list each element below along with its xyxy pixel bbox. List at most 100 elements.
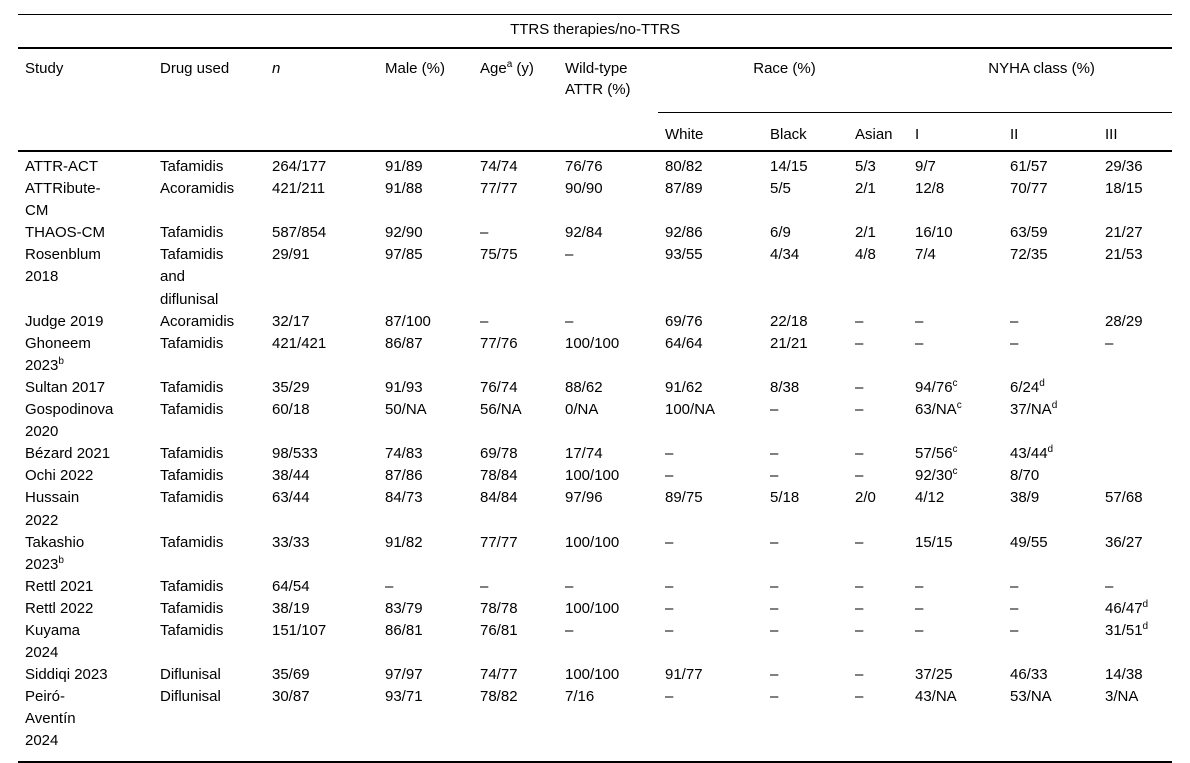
table-cell: THAOS-CM	[25, 224, 105, 242]
table-cell: –	[665, 577, 674, 595]
col-header-nyha-iii: III	[1098, 112, 1173, 152]
table-cell: 28/29	[1105, 312, 1143, 330]
table-cell: –	[915, 334, 924, 352]
table-cell: 83/79	[385, 599, 423, 617]
table-cell: –	[855, 378, 864, 396]
table-cell: –	[665, 533, 674, 551]
table-cell: –	[770, 599, 779, 617]
table-cell: 38/9	[1010, 489, 1040, 507]
table-cell: –	[915, 599, 924, 617]
table-cell: 94/76c	[915, 377, 958, 396]
table-row: Takashio 2023b Tafamidis 33/33 91/82 77/77 10…	[18, 532, 1172, 576]
col-header-wild-type-attr: Wild-type ATTR (%)	[558, 48, 658, 152]
table-cell: 16/10	[915, 224, 953, 242]
table-cell: –	[665, 621, 674, 639]
table-cell: 36/27	[1105, 533, 1143, 551]
table-cell: 70/77	[1010, 180, 1048, 198]
table-cell: 22/18	[770, 312, 808, 330]
table-cell: 92/30c	[915, 466, 958, 485]
table-cell: –	[480, 224, 489, 242]
table-cell: Tafamidis	[160, 445, 224, 463]
table-cell: 92/90	[385, 224, 423, 242]
col-header-age: Agea (y)	[473, 48, 558, 152]
table-cell: Diflunisal	[160, 688, 221, 706]
table-cell: 38/19	[272, 599, 310, 617]
col-header-white: White	[658, 112, 763, 152]
table-cell: 87/89	[665, 180, 703, 198]
table-cell: Ghoneem 2023b	[25, 334, 91, 374]
col-header-black: Black	[763, 112, 848, 152]
table-cell: –	[1105, 334, 1114, 352]
table-cell: –	[770, 688, 779, 706]
table-cell: 91/88	[385, 180, 423, 198]
table-row: Ochi 2022 Tafamidis 38/44 87/86 78/84 100/100…	[18, 465, 1172, 487]
table-cell: 78/84	[480, 467, 518, 485]
table-cell: –	[770, 666, 779, 684]
sub-header-row: White Black Asian I II III	[18, 112, 1173, 152]
spanner-title-row: TTRS therapies/no-TTRS	[18, 14, 1173, 49]
table-cell: 77/76	[480, 334, 518, 352]
table-cell: –	[855, 312, 864, 330]
table-cell: 84/73	[385, 489, 423, 507]
table-cell: 38/44	[272, 467, 310, 485]
table-cell: –	[855, 577, 864, 595]
table-cell: 63/59	[1010, 224, 1048, 242]
table-cell: Rettl 2022	[25, 599, 94, 617]
table-cell: 78/78	[480, 599, 518, 617]
table-cell: 64/54	[272, 577, 310, 595]
table-cell: 33/33	[272, 533, 310, 551]
table-cell: 64/64	[665, 334, 703, 352]
table-cell: 4/8	[855, 246, 876, 264]
table-cell: 87/86	[385, 467, 423, 485]
table-cell: –	[1010, 577, 1019, 595]
table-cell: 100/100	[565, 599, 620, 617]
column-header-row: Study Drug used n Male (%) Agea (y) Wild…	[18, 48, 1173, 152]
table-cell: 76/81	[480, 621, 518, 639]
table-cell: 60/18	[272, 401, 310, 419]
table-row: Kuyama 2024 Tafamidis 151/107 86/81 76/81 – – –…	[18, 620, 1172, 664]
table-cell: Tafamidis and diflunisal	[160, 246, 224, 308]
table-cell: 15/15	[915, 533, 953, 551]
table-cell: 72/35	[1010, 246, 1048, 264]
table-row: ATTR-ACT Tafamidis 264/177 91/89 74/74 76/76 8…	[18, 151, 1172, 178]
table-row: Rettl 2021 Tafamidis 64/54 – – – – – – – – –	[18, 576, 1172, 598]
table-cell	[1098, 465, 1172, 487]
table-cell: Tafamidis	[160, 158, 224, 175]
table-cell: 37/NAd	[1010, 400, 1058, 419]
col-group-nyha-class: NYHA class (%)	[908, 48, 1173, 113]
table-cell: 0/NA	[565, 401, 599, 419]
table-cell: –	[1010, 312, 1019, 330]
table-cell: Tafamidis	[160, 401, 224, 419]
table-row: Gospodinova 2020 Tafamidis 60/18 50/NA 56/NA…	[18, 399, 1172, 443]
table-cell: –	[915, 577, 924, 595]
table-cell: Diflunisal	[160, 666, 221, 684]
table-cell: 76/74	[480, 378, 518, 396]
table-cell: –	[855, 533, 864, 551]
table-cell: Tafamidis	[160, 599, 224, 617]
table-cell: –	[665, 599, 674, 617]
table-row: THAOS-CM Tafamidis 587/854 92/90 – 92/84 92/86…	[18, 222, 1172, 244]
table-cell: Siddiqi 2023	[25, 666, 108, 684]
table-cell: 56/NA	[480, 401, 522, 419]
table-cell: 100/100	[565, 467, 620, 485]
table-cell: 97/96	[565, 489, 603, 507]
table-cell: 57/68	[1105, 489, 1143, 507]
table-cell: 69/76	[665, 312, 703, 330]
table-cell: 63/44	[272, 489, 310, 507]
table-cell: –	[565, 312, 574, 330]
table-cell: 53/NA	[1010, 688, 1052, 706]
table-cell: 46/33	[1010, 666, 1048, 684]
table-cell: 421/211	[272, 180, 326, 198]
table-cell: 49/55	[1010, 533, 1048, 551]
table-cell: 91/77	[665, 666, 703, 684]
table-cell: 77/77	[480, 180, 518, 198]
table-cell: 50/NA	[385, 401, 427, 419]
table-cell: 92/84	[565, 224, 603, 242]
table-cell: 21/21	[770, 334, 808, 352]
table-cell: –	[855, 621, 864, 639]
table-cell: 74/83	[385, 445, 423, 463]
table-cell: 587/854	[272, 224, 327, 242]
table-cell: –	[770, 401, 779, 419]
table-cell: Bézard 2021	[25, 445, 111, 463]
table-cell: 84/84	[480, 489, 518, 507]
